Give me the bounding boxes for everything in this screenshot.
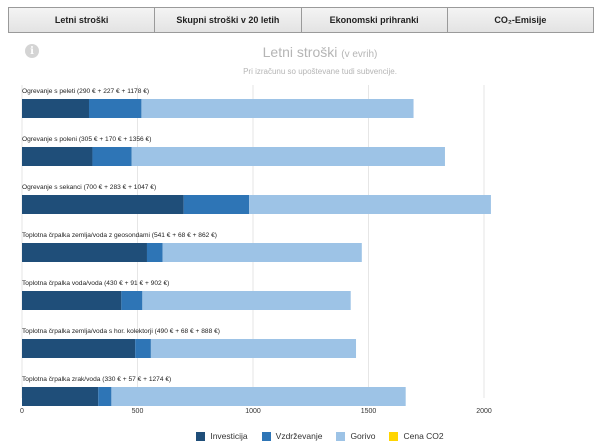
x-tick-label: 500 (132, 408, 144, 415)
bar-segment-gorivo (249, 195, 491, 214)
bar-segment-gorivo (142, 291, 351, 310)
bar-segment-investicija (22, 387, 99, 406)
category-label: Toplotna črpalka voda/voda (430 € + 91 €… (22, 280, 169, 287)
chart-title-unit: (v evrih) (341, 49, 378, 60)
legend-label: Cena CO2 (403, 431, 444, 441)
bar-segment-vzdr-evanje (98, 387, 112, 406)
bar-segment-vzdr-evanje (92, 147, 132, 166)
tab-co2-emisije[interactable]: CO₂-Emisije (446, 7, 594, 33)
bar-segment-investicija (22, 339, 136, 358)
legend-swatch (261, 431, 271, 441)
bar-segment-gorivo (141, 99, 414, 118)
bar-segment-vzdr-evanje (183, 195, 250, 214)
category-label: Ogrevanje s poleni (305 € + 170 € + 1356… (22, 136, 151, 143)
x-tick-label: 0 (20, 408, 24, 415)
category-label: Toplotna črpalka zemlja/voda z geosondam… (22, 232, 217, 239)
category-label: Ogrevanje s peleti (290 € + 227 € + 1178… (22, 88, 149, 95)
x-tick-label: 1000 (245, 408, 261, 415)
tab-ekonomski-prihranki[interactable]: Ekonomski prihranki (300, 7, 448, 33)
legend-item[interactable]: Gorivo (336, 431, 375, 441)
bar-segment-vzdr-evanje (88, 99, 142, 118)
category-label: Ogrevanje s sekanci (700 € + 283 € + 104… (22, 184, 156, 191)
legend-label: Vzdrževanje (275, 431, 323, 441)
bar-segment-gorivo (162, 243, 362, 262)
bar-segment-investicija (22, 99, 89, 118)
bar-segment-gorivo (150, 339, 357, 358)
legend-item[interactable]: Cena CO2 (389, 431, 444, 441)
bar-segment-investicija (22, 243, 147, 262)
x-tick-label: 1500 (361, 408, 377, 415)
legend-swatch (336, 431, 346, 441)
tab-skupni-stroski[interactable]: Skupni stroški v 20 letih (154, 7, 302, 33)
legend-label: Gorivo (350, 431, 376, 441)
bar-segment-vzdr-evanje (135, 339, 151, 358)
category-label: Toplotna črpalka zemlja/voda s hor. kole… (22, 328, 220, 335)
stacked-bar-chart: 05001000150020002Ogrevanje s peleti (290… (20, 85, 492, 415)
legend-item[interactable]: Vzdrževanje (261, 431, 323, 441)
bar-segment-vzdr-evanje (121, 291, 143, 310)
tab-letni-stroski[interactable]: Letni stroški (8, 7, 156, 33)
info-icon[interactable]: i (25, 44, 39, 58)
chart-tabs: Letni stroški Skupni stroški v 20 letih … (8, 7, 594, 33)
chart-subtitle: Pri izračunu so upoštevane tudi subvenci… (243, 67, 397, 76)
chart-title-main: Letni stroški (262, 44, 338, 60)
legend-label: Investicija (210, 431, 248, 441)
chart-title: Letni stroški (v evrih) (0, 44, 595, 60)
bar-segment-investicija (22, 147, 93, 166)
bar-segment-vzdr-evanje (146, 243, 163, 262)
bar-segment-investicija (22, 195, 184, 214)
category-label: Toplotna črpalka zrak/voda (330 € + 57 €… (22, 376, 171, 383)
x-tick-label: 2000 (476, 408, 492, 415)
legend-swatch (389, 431, 399, 441)
legend-swatch (196, 431, 206, 441)
bar-segment-gorivo (111, 387, 406, 406)
bar-segment-gorivo (131, 147, 445, 166)
legend-item[interactable]: Investicija (196, 431, 248, 441)
bar-segment-investicija (22, 291, 122, 310)
chart-legend: Investicija Vzdrževanje Gorivo Cena CO2 (0, 431, 595, 441)
